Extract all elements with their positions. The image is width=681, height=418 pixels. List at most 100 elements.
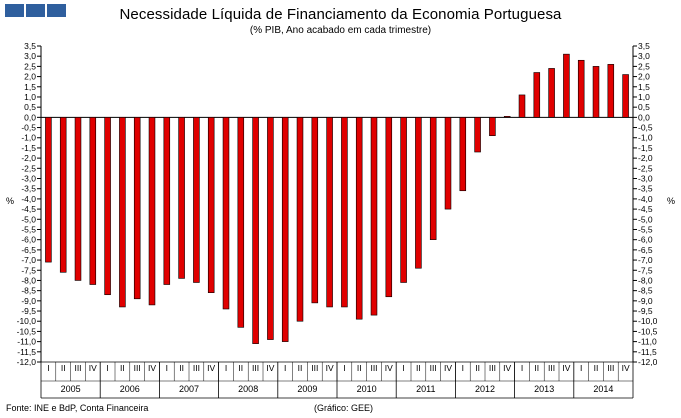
y-tick-label-left: -6,5 <box>21 245 36 255</box>
quarter-label: I <box>343 363 345 373</box>
y-tick-label-right: -3,5 <box>638 184 653 194</box>
bar <box>503 116 511 118</box>
bar <box>444 117 452 210</box>
quarter-label: III <box>134 363 141 373</box>
y-tick-label-right: -2,5 <box>638 163 653 173</box>
quarter-label: I <box>225 363 227 373</box>
quarter-label: I <box>402 363 404 373</box>
bar <box>104 117 111 296</box>
source-note: Fonte: INE e BdP, Conta Financeira <box>6 403 149 413</box>
y-tick-label-right: -4,5 <box>638 204 653 214</box>
quarter-label: III <box>607 363 614 373</box>
y-tick-label-left: 2,0 <box>24 72 36 82</box>
chart-subtitle: (% PIB, Ano acabado em cada trimestre) <box>249 25 432 36</box>
y-tick-label-left: -9,5 <box>21 306 36 316</box>
y-tick-label-right: 0,5 <box>638 102 650 112</box>
y-tick-label-right: -0,5 <box>638 123 653 133</box>
bar <box>267 117 274 340</box>
y-tick-label-right: -12,0 <box>638 357 658 367</box>
bar <box>237 117 245 328</box>
y-tick-label-right: -8,5 <box>638 286 653 296</box>
y-tick-label-right: 2,0 <box>638 72 650 82</box>
y-tick-label-left: -0,5 <box>21 123 36 133</box>
bar <box>326 117 333 308</box>
bar <box>518 94 526 118</box>
quarter-label: I <box>106 363 108 373</box>
y-tick-label-left: -10,5 <box>17 326 37 336</box>
quarter-label: III <box>370 363 377 373</box>
quarter-label: I <box>580 363 582 373</box>
bar <box>59 117 67 273</box>
bar <box>148 117 156 306</box>
bar <box>296 117 304 322</box>
y-tick-label-right: 1,5 <box>638 82 650 92</box>
y-tick-label-left: 2,5 <box>24 61 36 71</box>
y-tick-label-left: -3,0 <box>21 174 36 184</box>
y-tick-label-right: -9,0 <box>638 296 653 306</box>
quarter-label: II <box>120 363 125 373</box>
y-tick-label-right: -11,0 <box>638 337 657 347</box>
y-tick-label-left: -1,5 <box>21 143 36 153</box>
year-label: 2005 <box>61 384 81 394</box>
quarter-label: II <box>534 363 539 373</box>
bar <box>622 74 629 118</box>
bar <box>163 117 171 285</box>
axes <box>37 45 637 399</box>
year-label: 2012 <box>475 384 495 394</box>
quarter-label: IV <box>622 363 630 373</box>
bar <box>45 117 52 263</box>
tick-labels: 3,5 3,53,0 3,02,5 2,52,0 2,01,5 1,51,0 1,00,5 0… <box>17 41 658 394</box>
quarter-label: II <box>61 363 66 373</box>
y-tick-label-left: -11,5 <box>17 347 36 357</box>
y-tick-label-right: -5,5 <box>638 224 653 234</box>
bar <box>178 117 185 279</box>
quarter-label: III <box>74 363 81 373</box>
y-tick-label-left: 0,0 <box>24 112 36 122</box>
bar <box>459 117 467 192</box>
y-tick-label-right: -1,0 <box>638 133 653 143</box>
bar <box>252 117 259 344</box>
bar <box>193 117 200 283</box>
logo-square-2 <box>26 4 45 17</box>
bar <box>563 53 570 118</box>
quarter-label: I <box>284 363 286 373</box>
bar <box>533 72 541 118</box>
quarter-label: III <box>548 363 555 373</box>
y-tick-label-right: -5,0 <box>638 214 653 224</box>
y-tick-label-left: -5,5 <box>21 224 36 234</box>
year-label: 2006 <box>120 384 140 394</box>
quarter-label: II <box>357 363 362 373</box>
y-tick-label-left: -7,0 <box>21 255 36 265</box>
quarter-label: IV <box>148 363 156 373</box>
bar <box>281 117 289 342</box>
quarter-label: I <box>521 363 523 373</box>
y-tick-label-right: -10,0 <box>638 316 658 326</box>
chart-title: Necessidade Líquida de Financiamento da … <box>119 6 562 23</box>
quarter-label: IV <box>266 363 274 373</box>
y-tick-label-left: -3,5 <box>21 184 36 194</box>
logo-square-3 <box>47 4 66 17</box>
quarter-label: I <box>47 363 49 373</box>
y-tick-label-left: -9,0 <box>21 296 36 306</box>
y-tick-label-left: -2,5 <box>21 163 36 173</box>
bar <box>400 117 407 283</box>
bar <box>370 117 378 316</box>
quarter-label: IV <box>562 363 570 373</box>
bar <box>385 117 393 298</box>
quarter-label: I <box>462 363 464 373</box>
bar <box>119 117 126 308</box>
bar <box>577 59 585 118</box>
year-label: 2011 <box>416 384 435 394</box>
quarter-label: IV <box>444 363 452 373</box>
y-tick-label-left: 1,0 <box>24 92 36 102</box>
bar <box>311 117 319 304</box>
year-label: 2013 <box>534 384 554 394</box>
y-tick-label-left: 3,5 <box>24 41 36 51</box>
y-tick-label-left: 1,5 <box>24 82 36 92</box>
bar <box>133 117 141 300</box>
y-tick-label-right: -2,0 <box>638 153 653 163</box>
bar <box>429 117 437 240</box>
year-label: 2007 <box>179 384 199 394</box>
bar <box>89 117 97 285</box>
y-tick-label-right: -11,5 <box>638 347 657 357</box>
